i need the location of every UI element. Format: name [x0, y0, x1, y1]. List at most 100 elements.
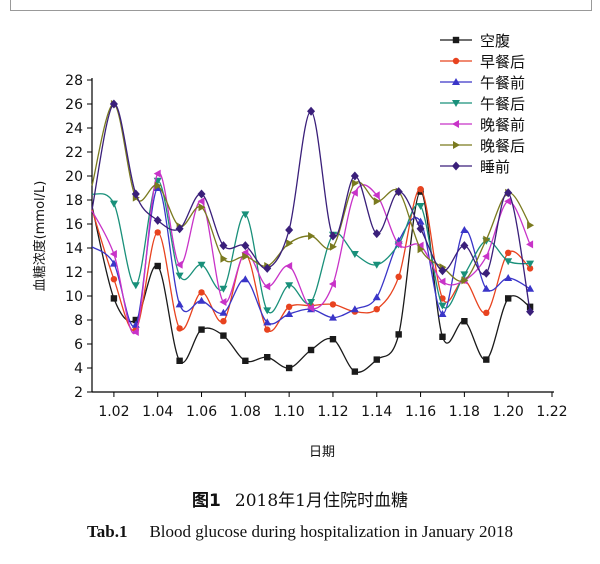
data-point-series-2	[373, 306, 380, 313]
data-point-series-4	[109, 200, 118, 208]
y-tick-label: 4	[74, 361, 83, 377]
table-title: Blood glucose during hospitalization in …	[149, 522, 514, 541]
legend-marker-3	[452, 78, 460, 85]
data-point-series-3	[109, 259, 118, 267]
data-point-series-4	[526, 260, 535, 268]
y-tick-label: 14	[65, 241, 83, 257]
figure-frame: 2 4 6 8 10 12 14 16 18 20 22 24 26 28 1.02 1.04 1.06 1.08…	[10, 0, 592, 460]
data-point-series-3	[526, 284, 535, 292]
data-point-series-1	[242, 357, 249, 364]
data-point-series-1	[154, 262, 161, 270]
data-point-series-2	[220, 318, 227, 325]
legend-label-6: 晚餐后	[480, 137, 525, 155]
data-point-series-4	[219, 285, 228, 293]
data-point-series-7	[109, 99, 118, 109]
data-point-series-7	[328, 231, 337, 241]
legend-label-2: 早餐后	[480, 53, 525, 71]
data-point-series-7	[460, 241, 469, 251]
data-point-series-1	[198, 326, 205, 333]
data-point-series-5	[263, 282, 271, 291]
data-point-series-1	[220, 332, 227, 339]
data-point-series-3	[175, 300, 184, 308]
data-point-series-1	[439, 333, 446, 340]
data-point-series-5	[153, 169, 161, 178]
x-tick-label: 1.12	[317, 404, 348, 420]
data-point-series-3	[285, 310, 294, 317]
data-point-series-7	[197, 189, 206, 199]
data-point-series-4	[131, 282, 140, 290]
data-point-series-5	[438, 277, 446, 286]
legend-label-7: 睡前	[480, 158, 510, 176]
data-point-series-6	[286, 239, 294, 248]
data-point-series-5	[328, 280, 336, 288]
y-tick-label: 18	[65, 193, 83, 209]
data-point-series-2	[526, 265, 534, 272]
legend-label-1: 空腹	[480, 32, 510, 50]
table-label: Tab.1	[86, 522, 128, 541]
x-axis-label: 日期	[309, 445, 335, 460]
data-point-series-7	[285, 225, 294, 235]
data-point-series-3	[241, 275, 250, 283]
y-axis-label: 血糖浓度(mmol/L)	[32, 181, 48, 292]
x-tick-label: 1.14	[361, 404, 392, 420]
data-point-series-7	[372, 229, 381, 239]
legend-label-4: 午餐后	[480, 95, 525, 113]
figure-caption-chinese: 图1 2018年1月住院时血糖	[0, 486, 600, 511]
x-tick-label: 1.20	[493, 404, 524, 420]
x-tick-label: 1.16	[405, 404, 436, 420]
data-point-series-7	[241, 241, 250, 251]
data-point-series-2	[110, 276, 118, 283]
y-tick-label: 28	[65, 73, 83, 89]
data-point-series-4	[307, 299, 316, 306]
y-tick-label: 8	[74, 313, 83, 329]
legend-label-3: 午餐前	[480, 74, 525, 92]
data-point-series-5	[109, 250, 117, 258]
data-point-series-2	[483, 309, 490, 316]
data-point-series-7	[438, 266, 447, 276]
figure-label: 图1	[192, 491, 221, 511]
data-point-series-7	[175, 224, 184, 234]
legend-marker-2	[452, 57, 460, 65]
data-point-series-1	[329, 336, 337, 343]
data-point-series-4	[263, 307, 272, 315]
data-point-series-3	[482, 284, 491, 292]
data-point-series-7	[153, 215, 162, 225]
figure-title: 2018年1月住院时血糖	[234, 491, 408, 511]
data-point-series-6	[220, 254, 228, 263]
x-tick-label: 1.18	[449, 404, 480, 420]
data-point-series-4	[438, 302, 447, 310]
y-tick-label: 12	[65, 265, 83, 281]
x-tick-label: 1.10	[274, 404, 305, 420]
data-point-series-2	[504, 249, 512, 256]
data-point-series-1	[483, 356, 490, 363]
data-point-series-6	[417, 245, 425, 254]
data-point-series-5	[372, 191, 380, 200]
data-point-series-2	[176, 325, 183, 332]
data-point-series-2	[264, 326, 271, 333]
x-tick-label: 1.02	[98, 404, 129, 420]
data-point-series-3	[350, 305, 359, 313]
data-point-series-3	[219, 308, 228, 316]
data-point-series-1	[351, 368, 359, 375]
data-point-series-6	[308, 232, 316, 240]
y-tick-label: 24	[65, 121, 83, 137]
y-tick-label: 26	[65, 97, 83, 113]
data-point-series-1	[264, 354, 271, 361]
data-point-series-3	[438, 310, 447, 317]
y-tick-label: 22	[65, 145, 83, 161]
data-point-series-5	[504, 197, 512, 206]
y-tick-label: 20	[65, 169, 83, 185]
data-point-series-3	[328, 313, 337, 321]
data-point-series-6	[329, 242, 337, 251]
data-point-series-5	[307, 304, 315, 312]
data-point-series-2	[417, 186, 424, 193]
series-line-6	[91, 103, 531, 283]
data-point-series-1	[395, 331, 402, 338]
data-point-series-5	[285, 262, 293, 270]
legend-marker-7	[452, 161, 460, 171]
legend-marker-6	[453, 141, 460, 149]
data-point-series-5	[131, 328, 139, 336]
series-line-5	[91, 172, 531, 335]
data-point-series-1	[461, 318, 468, 325]
